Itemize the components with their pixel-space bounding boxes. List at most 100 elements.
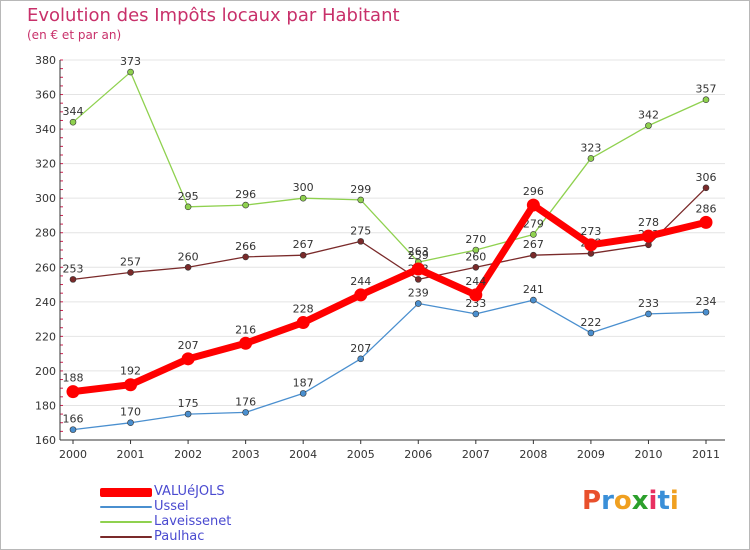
data-label: 295 — [178, 190, 199, 203]
data-point — [472, 263, 480, 271]
data-label: 267 — [523, 238, 544, 251]
data-label: 233 — [465, 297, 486, 310]
data-label: 233 — [638, 297, 659, 310]
data-point — [645, 310, 652, 318]
data-label: 266 — [235, 240, 256, 253]
data-label: 263 — [408, 245, 429, 258]
data-label: 192 — [120, 365, 141, 378]
y-tick-label: 300 — [35, 192, 56, 205]
data-label: 222 — [580, 316, 601, 329]
data-point — [239, 336, 253, 350]
data-label: 357 — [696, 83, 717, 96]
data-label: 275 — [350, 224, 371, 237]
x-tick-label: 2006 — [404, 448, 432, 461]
data-label: 260 — [178, 250, 199, 263]
logo-letter: i — [669, 486, 679, 516]
data-label: 278 — [638, 216, 659, 229]
data-label: 244 — [350, 275, 371, 288]
proxiti-logo: Proxiti — [582, 486, 679, 516]
legend-swatch-paulhac — [100, 536, 152, 538]
data-point — [184, 410, 192, 418]
data-point — [127, 269, 134, 276]
data-point — [184, 263, 192, 271]
x-tick-label: 2000 — [59, 448, 87, 461]
x-tick-label: 2001 — [117, 448, 145, 461]
data-point — [66, 385, 80, 399]
series-line-ussel — [72, 299, 707, 431]
logo-letter: i — [648, 486, 658, 516]
data-point — [702, 308, 710, 316]
data-point — [587, 155, 595, 162]
y-tick-label: 320 — [35, 158, 56, 171]
data-label: 188 — [63, 372, 84, 385]
legend-label-paulhac: Paulhac — [154, 529, 205, 544]
data-point — [242, 253, 249, 261]
x-tick-label: 2002 — [174, 448, 202, 461]
data-point — [242, 201, 249, 209]
data-label: 259 — [408, 249, 429, 262]
data-point — [69, 426, 77, 433]
y-tick-label: 360 — [35, 89, 56, 102]
x-tick-label: 2003 — [232, 448, 260, 461]
data-point — [242, 409, 249, 416]
data-point — [357, 196, 365, 204]
data-point — [181, 352, 195, 366]
legend-swatch-valuejols — [100, 488, 152, 497]
data-label: 286 — [696, 202, 717, 215]
data-point — [124, 378, 138, 392]
plot-area — [60, 60, 725, 440]
data-label: 373 — [120, 55, 141, 68]
data-label: 234 — [696, 295, 717, 308]
data-label: 241 — [523, 283, 544, 296]
x-tick-label: 2010 — [634, 448, 662, 461]
data-label: 296 — [523, 185, 544, 198]
legend-label-valuejols: VALUéJOLS — [154, 484, 225, 499]
series-line-laveissenet — [72, 71, 707, 263]
data-label: 299 — [350, 183, 371, 196]
logo-letter: o — [613, 486, 632, 516]
x-tick-label: 2009 — [577, 448, 605, 461]
x-tick-label: 2008 — [519, 448, 547, 461]
data-point — [469, 288, 483, 302]
x-tick-label: 2004 — [289, 448, 317, 461]
y-tick-label: 260 — [35, 261, 56, 274]
y-tick-label: 180 — [35, 399, 56, 412]
data-label: 279 — [523, 217, 544, 230]
data-label: 300 — [293, 181, 314, 194]
logo-letter: x — [631, 486, 649, 516]
data-label: 267 — [293, 238, 314, 251]
data-point — [530, 251, 537, 259]
data-label: 270 — [465, 233, 486, 246]
series-line-paulhac — [72, 187, 707, 281]
data-point — [645, 241, 652, 249]
y-tick-label: 240 — [35, 296, 56, 309]
data-point — [702, 184, 710, 192]
x-tick-label: 2007 — [462, 448, 490, 461]
data-label: 228 — [293, 303, 314, 316]
legend-label-laveissenet: Laveissenet — [154, 514, 232, 529]
legend-swatch-ussel — [100, 506, 152, 508]
data-point — [357, 238, 365, 245]
data-point — [699, 215, 713, 229]
data-label: 306 — [696, 171, 717, 184]
data-point — [702, 96, 710, 104]
data-point — [472, 246, 480, 254]
data-point — [184, 203, 192, 211]
data-label: 166 — [63, 413, 84, 426]
data-point — [299, 390, 307, 397]
y-tick-label: 200 — [35, 365, 56, 378]
data-point — [587, 250, 595, 257]
data-label: 176 — [235, 395, 256, 408]
data-label: 216 — [235, 323, 256, 336]
data-point — [357, 355, 365, 363]
data-label: 244 — [465, 275, 486, 288]
x-tick-label: 2011 — [692, 448, 720, 461]
x-tick-label: 2005 — [347, 448, 375, 461]
data-point — [584, 238, 598, 252]
data-label: 175 — [178, 397, 199, 410]
data-label: 207 — [178, 339, 199, 352]
y-tick-label: 340 — [35, 123, 56, 136]
logo-letter: t — [657, 486, 670, 516]
data-point — [530, 296, 537, 304]
